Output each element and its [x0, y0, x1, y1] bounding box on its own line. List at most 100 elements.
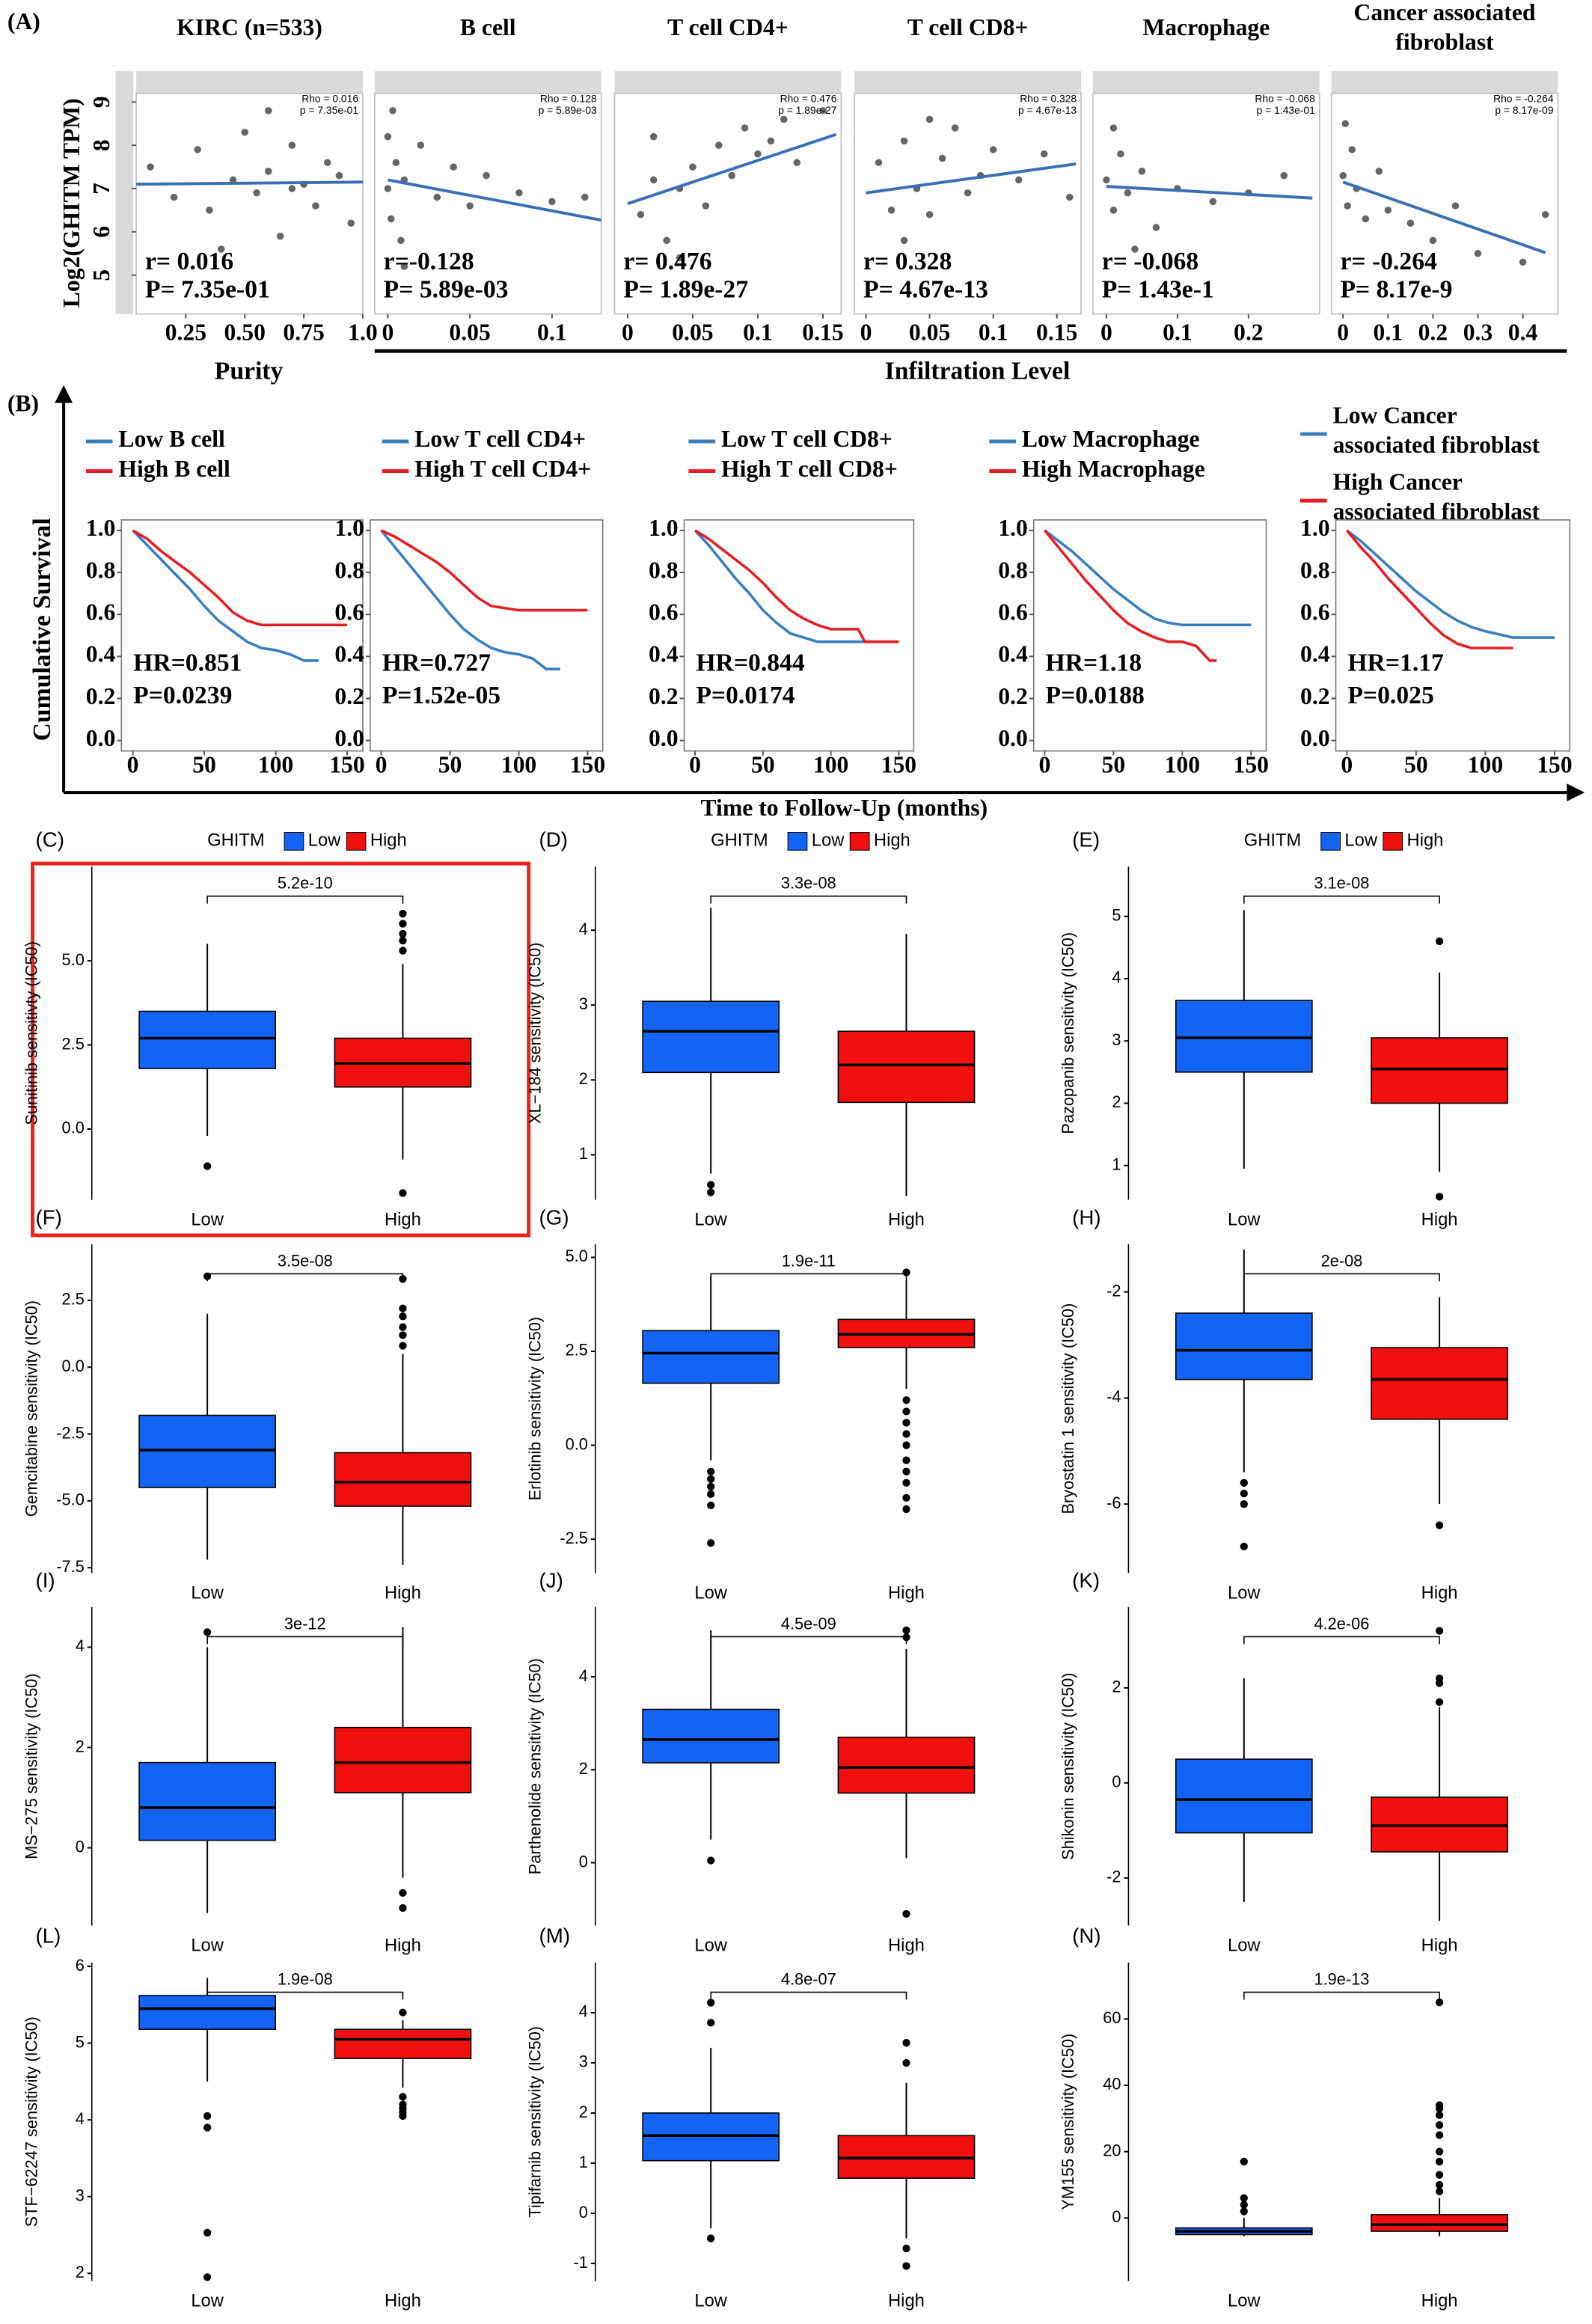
y-tick-label: 1 [579, 2153, 588, 2171]
outlier [203, 2273, 212, 2281]
p-label: P= 7.35e-01 [145, 276, 270, 304]
outlier [902, 1396, 910, 1404]
x-tick-label: High [385, 1209, 421, 1229]
point [265, 107, 272, 114]
x-tick-label: 150 [1537, 752, 1572, 778]
r-label: r= 0.016 [145, 248, 233, 275]
outlier [399, 2008, 407, 2016]
plot-area [374, 92, 602, 315]
point [989, 146, 997, 153]
p-bracket [206, 895, 404, 904]
y-tick-label: 0.0 [86, 725, 116, 751]
box [138, 1010, 276, 1069]
point [1339, 171, 1347, 180]
outlier [399, 920, 407, 928]
fit-line [1342, 180, 1546, 254]
x-tick-label: 100 [1165, 752, 1200, 778]
point [1341, 120, 1349, 127]
outlier [203, 2123, 212, 2132]
p-label: P=0.0188 [1046, 682, 1145, 709]
point [323, 159, 331, 167]
outlier [1435, 1627, 1444, 1635]
y-tick-label: 20 [1103, 2141, 1121, 2159]
p-label: P= 1.89e-27 [623, 276, 748, 304]
fit-line [1106, 185, 1313, 200]
legend-label: Low [308, 831, 341, 851]
chart-title: Macrophage [1142, 14, 1270, 40]
x-tick-label: 1.0 [348, 319, 378, 346]
legend-label: High Macrophage [1022, 456, 1205, 482]
y-tick-label: 3 [1112, 1030, 1121, 1049]
outlier [1435, 2180, 1444, 2189]
outlier [1240, 2157, 1248, 2166]
point [1541, 210, 1549, 218]
y-tick-label: -2 [1106, 1868, 1121, 1886]
stat-label: Rho = 0.128 [540, 92, 597, 104]
survival-curve [132, 529, 319, 662]
y-tick-label: -5.0 [56, 1490, 85, 1509]
point [392, 159, 400, 167]
y-tick-label: 9 [88, 96, 114, 108]
outlier [902, 1441, 910, 1449]
outlier [902, 2058, 910, 2067]
outlier [1435, 2101, 1444, 2109]
point [335, 171, 343, 180]
point [1348, 146, 1356, 153]
strip [1331, 71, 1558, 94]
outlier [399, 1342, 407, 1350]
x-tick-label: High [385, 1583, 421, 1603]
x-tick-label: 0.1 [537, 319, 567, 346]
point [147, 163, 154, 171]
y-tick-label: -6 [1106, 1493, 1121, 1512]
x-tick-label: 0.1 [1374, 319, 1403, 346]
x-tick-label: 0 [127, 752, 139, 778]
outlier [1435, 2111, 1444, 2120]
y-tick-label: 0.8 [86, 557, 116, 583]
x-tick-label: High [1421, 2291, 1458, 2311]
y-tick-label: 3 [579, 2052, 588, 2071]
fit-line [388, 178, 602, 222]
x-tick-label: Low [1228, 1935, 1261, 1955]
p-value-label: 1.9e-11 [782, 1251, 836, 1270]
point [1384, 207, 1392, 214]
outlier [1435, 1698, 1444, 1707]
y-tick-label: 1.0 [1300, 515, 1330, 541]
box [642, 1330, 780, 1384]
outlier [1240, 1500, 1248, 1508]
y-tick-label: 0 [579, 1852, 588, 1871]
y-tick-label: 0 [579, 2203, 588, 2221]
x-tick-label: 150 [1234, 752, 1269, 778]
x-axis-label: Time to Follow-Up (months) [700, 795, 988, 821]
outlier [399, 1889, 407, 1898]
y-axis-label: Shikonin sensitivity (IC50) [1059, 1672, 1077, 1859]
point [288, 185, 296, 192]
point [689, 163, 696, 171]
box [837, 1737, 976, 1794]
outlier [399, 1323, 407, 1331]
y-axis-label: STF−62247 sensitivity (IC50) [22, 2016, 40, 2227]
y-tick-label: 2 [76, 2263, 85, 2281]
point [389, 107, 397, 114]
p-label: P= 1.43e-1 [1102, 276, 1214, 304]
y-axis-label: Parthenolide sensitivity (IC50) [525, 1658, 544, 1874]
point [676, 254, 684, 262]
y-tick-label: 0.0 [62, 1357, 85, 1375]
y-axis-label: MS−275 sensitivity (IC50) [22, 1673, 40, 1859]
point [1131, 245, 1139, 253]
point [649, 176, 658, 184]
y-tick-label: 0.8 [334, 557, 364, 583]
stat-label: Rho = -0.264 [1493, 92, 1554, 104]
point [1209, 198, 1217, 206]
x-tick-label: High [888, 1935, 925, 1955]
x-tick-label: 0.75 [283, 319, 324, 346]
outlier [707, 1181, 715, 1189]
strip [1092, 71, 1320, 94]
y-tick-label: 5 [1112, 905, 1121, 924]
y-tick-label: 1.0 [998, 515, 1028, 541]
y-tick-label: 0.6 [1300, 599, 1330, 625]
legend-swatch [346, 832, 367, 851]
stat-label: p = 7.35e-01 [300, 104, 358, 116]
y-tick-label: 0 [1112, 1773, 1121, 1791]
outlier [1435, 937, 1444, 946]
outlier [1435, 1193, 1444, 1201]
